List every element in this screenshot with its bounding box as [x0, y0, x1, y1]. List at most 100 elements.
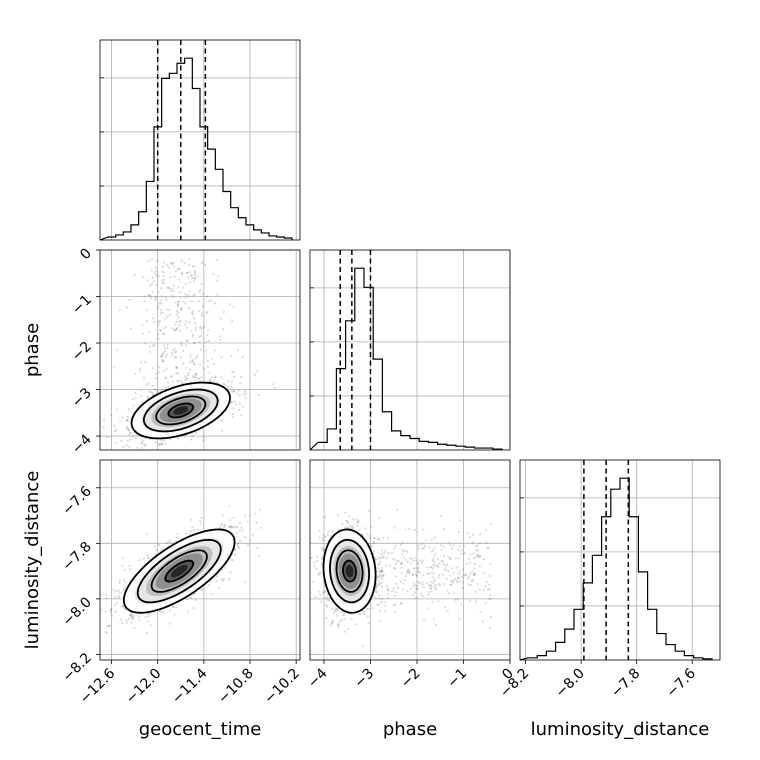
scatter-point — [431, 576, 434, 579]
scatter-point — [478, 555, 481, 558]
scatter-point — [373, 537, 376, 540]
scatter-point — [134, 372, 137, 375]
scatter-point — [147, 613, 150, 616]
scatter-point — [160, 442, 163, 445]
scatter-point — [104, 610, 107, 613]
scatter-point — [172, 265, 175, 268]
scatter-point — [427, 593, 430, 596]
scatter-point — [412, 585, 415, 588]
scatter-point — [382, 536, 385, 540]
scatter-point — [147, 259, 150, 262]
scatter-point — [222, 328, 225, 331]
scatter-point — [188, 258, 191, 261]
scatter-point — [131, 398, 134, 401]
scatter-point — [184, 283, 187, 286]
scatter-point — [175, 350, 178, 353]
scatter-point — [126, 415, 129, 418]
scatter-point — [148, 390, 151, 393]
scatter-point — [155, 274, 158, 277]
scatter-point — [400, 566, 403, 569]
scatter-point — [126, 419, 129, 422]
scatter-point — [376, 603, 379, 607]
scatter-point — [424, 539, 428, 542]
scatter-point — [152, 393, 155, 396]
scatter-point — [137, 615, 140, 618]
scatter-point — [156, 259, 159, 262]
scatter-point — [161, 443, 164, 446]
scatter-point — [377, 575, 380, 579]
scatter-point — [238, 521, 241, 525]
scatter-point — [191, 274, 194, 277]
scatter-point — [378, 582, 381, 585]
scatter-point — [189, 271, 192, 274]
pair-panel-geocent_time-phase — [85, 249, 301, 451]
scatter-point — [406, 570, 409, 573]
scatter-point — [380, 570, 383, 573]
contour-line — [322, 528, 377, 614]
scatter-point — [327, 530, 330, 533]
scatter-point — [187, 373, 190, 377]
scatter-point — [322, 534, 325, 537]
scatter-point — [202, 367, 206, 370]
contour-line — [155, 395, 207, 426]
scatter-point — [416, 561, 419, 565]
scatter-point — [198, 335, 201, 338]
scatter-point — [383, 601, 386, 604]
scatter-point — [126, 426, 129, 429]
scatter-point — [336, 608, 339, 611]
scatter-point — [415, 587, 418, 591]
scatter-point — [188, 290, 191, 293]
scatter-point — [159, 443, 162, 446]
scatter-point — [171, 262, 174, 266]
scatter-point — [471, 533, 475, 536]
scatter-point — [188, 361, 191, 364]
scatter-point — [430, 587, 433, 590]
scatter-point — [450, 580, 453, 583]
scatter-point — [450, 583, 453, 586]
scatter-point — [344, 511, 347, 514]
scatter-point — [356, 524, 359, 527]
scatter-point — [163, 350, 166, 353]
scatter-point — [179, 319, 182, 322]
scatter-point — [139, 367, 142, 371]
scatter-point — [154, 372, 157, 375]
scatter-point — [126, 419, 129, 422]
scatter-point — [446, 609, 449, 613]
scatter-point — [179, 296, 182, 299]
scatter-point — [131, 615, 134, 619]
scatter-point — [228, 519, 232, 522]
scatter-point — [217, 586, 220, 589]
scatter-point — [231, 416, 234, 419]
scatter-point — [154, 553, 157, 556]
scatter-point — [157, 323, 160, 326]
scatter-point — [191, 335, 194, 338]
scatter-point — [191, 310, 194, 313]
scatter-point — [384, 549, 387, 552]
scatter-point — [158, 443, 161, 447]
scatter-point — [174, 301, 177, 304]
scatter-point — [321, 547, 324, 550]
scatter-point — [356, 520, 359, 524]
scatter-point — [171, 294, 174, 297]
scatter-point — [169, 438, 172, 441]
scatter-point — [323, 591, 326, 594]
scatter-point — [378, 597, 381, 600]
scatter-point — [326, 533, 329, 537]
scatter-point — [85, 406, 87, 408]
scatter-point — [374, 590, 377, 593]
scatter-point — [186, 339, 189, 342]
scatter-point — [168, 622, 172, 625]
scatter-point — [431, 600, 434, 604]
scatter-point — [490, 523, 493, 526]
scatter-point — [432, 557, 435, 560]
scatter-point — [235, 403, 238, 406]
scatter-point — [104, 630, 107, 634]
scatter-point — [421, 546, 424, 550]
scatter-point — [429, 566, 432, 569]
scatter-point — [454, 577, 457, 581]
scatter-point — [422, 618, 425, 621]
scatter-point — [132, 615, 135, 618]
scatter-point — [315, 567, 318, 571]
scatter-point — [131, 435, 135, 438]
panel-frame — [99, 39, 301, 241]
